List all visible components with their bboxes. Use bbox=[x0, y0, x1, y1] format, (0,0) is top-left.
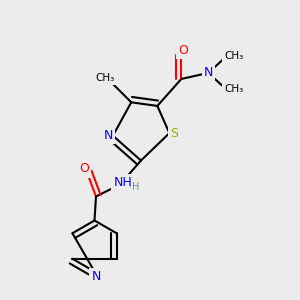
Text: ·H: ·H bbox=[129, 182, 140, 193]
Text: CH₃: CH₃ bbox=[224, 84, 244, 94]
Text: O: O bbox=[79, 162, 89, 176]
Text: NH: NH bbox=[114, 176, 132, 190]
Text: N: N bbox=[204, 66, 213, 80]
Text: CH₃: CH₃ bbox=[224, 51, 244, 62]
Text: CH₃: CH₃ bbox=[95, 73, 115, 83]
Text: N: N bbox=[91, 270, 101, 284]
Text: O: O bbox=[178, 44, 188, 57]
Text: S: S bbox=[170, 127, 178, 140]
Text: N: N bbox=[104, 129, 113, 142]
